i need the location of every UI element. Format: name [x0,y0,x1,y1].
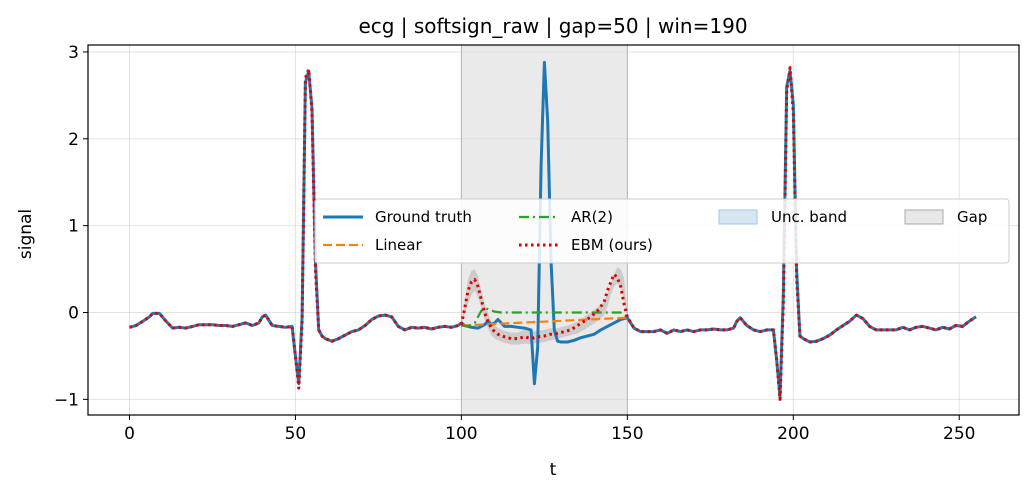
x-tick-label: 0 [124,424,135,444]
legend-item-gap-label: Gap [957,208,987,226]
series-line-ebm [129,66,977,401]
legend-item-band-swatch [718,209,758,225]
x-tick-label: 50 [285,424,307,444]
legend: Ground truth Linear AR(2) EBM (ours) Unc. ba… [314,198,1010,264]
y-tick-label: 3 [68,43,79,63]
legend-item-linear-label: Linear [375,236,422,254]
x-tick-label: 200 [777,424,809,444]
series-group [129,60,977,401]
x-axis-label: t [550,460,557,480]
legend-item-ground-truth-label: Ground truth [375,208,472,226]
x-tick-label: 250 [943,424,975,444]
axes-frame [87,44,1020,416]
x-tick-label: 100 [445,424,477,444]
uncertainty-band [461,267,628,345]
y-tick-label: 1 [68,217,79,237]
series-line-ar2 [461,307,628,328]
y-tick-label: −1 [54,390,79,410]
legend-item-band: Unc. band [718,208,847,226]
legend-item-ground-truth: Ground truth [323,208,472,226]
y-tick-label: 2 [68,130,79,150]
x-tick-label: 150 [611,424,643,444]
legend-item-ebm-label: EBM (ours) [571,236,653,254]
legend-item-linear: Linear [323,236,422,254]
y-axis-label: signal [16,209,36,259]
y-tick-label: 0 [68,304,79,324]
legend-item-ar2: AR(2) [519,208,613,226]
legend-item-ebm: EBM (ours) [519,236,653,254]
legend-item-ar2-label: AR(2) [571,208,613,226]
legend-item-gap: Gap [904,208,987,226]
legend-box [314,198,1010,264]
chart-title: ecg | softsign_raw | gap=50 | win=190 [358,14,747,38]
series-line-linear [461,316,628,327]
legend-item-band-label: Unc. band [771,208,847,226]
legend-item-gap-swatch [904,209,944,225]
